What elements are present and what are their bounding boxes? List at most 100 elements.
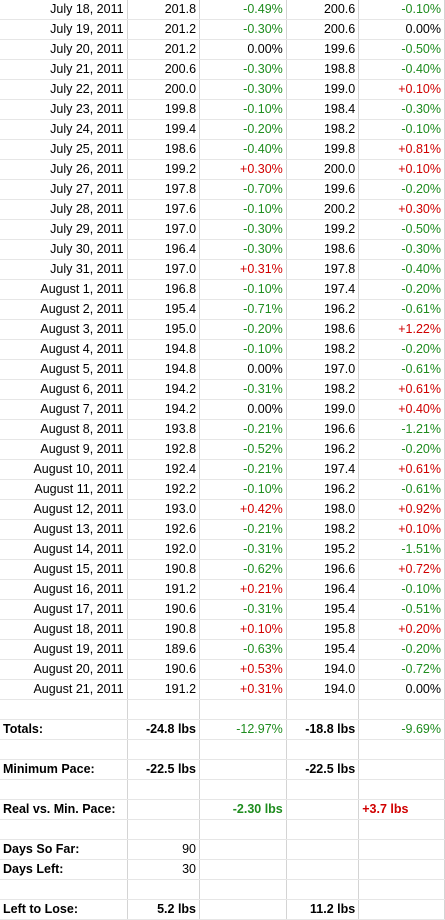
change-2-cell: +0.81% — [358, 139, 445, 160]
weight-1-cell: 190.6 — [127, 599, 201, 620]
weight-1-cell: 192.2 — [127, 479, 201, 500]
weight-1-cell: 197.0 — [127, 259, 201, 280]
weight-1-cell: 195.4 — [127, 299, 201, 320]
change-1-cell: -0.52% — [199, 439, 287, 460]
weight-1-cell: 199.2 — [127, 159, 201, 180]
change-2-cell: +0.92% — [358, 499, 445, 520]
date-cell: August 8, 2011 — [0, 419, 128, 440]
weight-2-cell: 195.8 — [286, 619, 360, 640]
table-row: July 24, 2011 199.4 -0.20% 198.2 -0.10% — [0, 119, 445, 140]
min-pace-weight-1: -22.5 lbs — [127, 759, 201, 780]
left-to-lose-row: Left to Lose: 5.2 lbs 11.2 lbs — [0, 899, 445, 920]
table-row: August 7, 2011 194.2 0.00% 199.0 +0.40% — [0, 399, 445, 420]
change-2-cell: -0.20% — [358, 639, 445, 660]
days-left-label: Days Left: — [0, 859, 128, 880]
change-1-cell: -0.31% — [199, 379, 287, 400]
table-row: August 20, 2011 190.6 +0.53% 194.0 -0.72% — [0, 659, 445, 680]
weight-2-cell: 196.6 — [286, 419, 360, 440]
date-cell: August 14, 2011 — [0, 539, 128, 560]
weight-2-cell: 198.2 — [286, 119, 360, 140]
days-left-row: Days Left: 30 — [0, 859, 445, 880]
change-2-cell: -0.10% — [358, 119, 445, 140]
date-cell: July 18, 2011 — [0, 0, 128, 20]
change-2-cell: -0.61% — [358, 479, 445, 500]
min-pace-row: Minimum Pace: -22.5 lbs -22.5 lbs — [0, 759, 445, 780]
table-row: August 3, 2011 195.0 -0.20% 198.6 +1.22% — [0, 319, 445, 340]
change-1-cell: 0.00% — [199, 359, 287, 380]
change-1-cell: -0.21% — [199, 519, 287, 540]
weight-2-cell: 197.0 — [286, 359, 360, 380]
days-left-value: 30 — [127, 859, 201, 880]
date-cell: August 16, 2011 — [0, 579, 128, 600]
change-2-cell: +0.30% — [358, 199, 445, 220]
weight-2-cell: 196.6 — [286, 559, 360, 580]
table-row: August 6, 2011 194.2 -0.31% 198.2 +0.61% — [0, 379, 445, 400]
table-row: August 13, 2011 192.6 -0.21% 198.2 +0.10% — [0, 519, 445, 540]
days-so-far-label: Days So Far: — [0, 839, 128, 860]
change-2-cell: -1.21% — [358, 419, 445, 440]
weight-1-cell: 197.0 — [127, 219, 201, 240]
days-so-far-row: Days So Far: 90 — [0, 839, 445, 860]
change-2-cell: +0.10% — [358, 79, 445, 100]
date-cell: July 30, 2011 — [0, 239, 128, 260]
totals-label: Totals: — [0, 719, 128, 740]
weight-2-cell: 198.6 — [286, 239, 360, 260]
min-pace-weight-2: -22.5 lbs — [286, 759, 360, 780]
min-pace-label: Minimum Pace: — [0, 759, 128, 780]
weight-1-cell: 201.8 — [127, 0, 201, 20]
weight-2-cell: 199.2 — [286, 219, 360, 240]
weight-1-cell: 196.4 — [127, 239, 201, 260]
weight-2-cell: 200.6 — [286, 0, 360, 20]
change-1-cell: -0.30% — [199, 219, 287, 240]
change-1-cell: -0.10% — [199, 479, 287, 500]
table-row: July 19, 2011 201.2 -0.30% 200.6 0.00% — [0, 19, 445, 40]
change-2-cell: -0.10% — [358, 0, 445, 20]
blank-row — [0, 819, 445, 840]
weight-2-cell: 196.2 — [286, 299, 360, 320]
change-1-cell: -0.71% — [199, 299, 287, 320]
change-2-cell: 0.00% — [358, 679, 445, 700]
table-row: August 16, 2011 191.2 +0.21% 196.4 -0.10% — [0, 579, 445, 600]
weight-2-cell: 198.2 — [286, 379, 360, 400]
table-row: August 12, 2011 193.0 +0.42% 198.0 +0.92% — [0, 499, 445, 520]
change-1-cell: -0.70% — [199, 179, 287, 200]
change-2-cell: -0.40% — [358, 59, 445, 80]
change-2-cell: -0.20% — [358, 339, 445, 360]
table-row: August 19, 2011 189.6 -0.63% 195.4 -0.20% — [0, 639, 445, 660]
blank-row — [0, 739, 445, 760]
date-cell: August 3, 2011 — [0, 319, 128, 340]
change-2-cell: +0.61% — [358, 459, 445, 480]
weight-2-cell: 199.6 — [286, 39, 360, 60]
weight-1-cell: 194.8 — [127, 339, 201, 360]
weight-2-cell: 198.2 — [286, 519, 360, 540]
change-2-cell: -0.51% — [358, 599, 445, 620]
left-to-lose-label: Left to Lose: — [0, 899, 128, 920]
change-1-cell: +0.10% — [199, 619, 287, 640]
date-cell: July 28, 2011 — [0, 199, 128, 220]
change-1-cell: -0.31% — [199, 599, 287, 620]
totals-row: Totals: -24.8 lbs -12.97% -18.8 lbs -9.6… — [0, 719, 445, 740]
table-row: August 8, 2011 193.8 -0.21% 196.6 -1.21% — [0, 419, 445, 440]
date-cell: July 20, 2011 — [0, 39, 128, 60]
table-row: August 9, 2011 192.8 -0.52% 196.2 -0.20% — [0, 439, 445, 460]
change-2-cell: -0.72% — [358, 659, 445, 680]
table-row: August 15, 2011 190.8 -0.62% 196.6 +0.72% — [0, 559, 445, 580]
table-row: August 21, 2011 191.2 +0.31% 194.0 0.00% — [0, 679, 445, 700]
weight-1-cell: 192.8 — [127, 439, 201, 460]
table-row: August 1, 2011 196.8 -0.10% 197.4 -0.20% — [0, 279, 445, 300]
weight-2-cell: 194.0 — [286, 679, 360, 700]
table-row: July 30, 2011 196.4 -0.30% 198.6 -0.30% — [0, 239, 445, 260]
change-2-cell: -0.50% — [358, 39, 445, 60]
change-1-cell: -0.40% — [199, 139, 287, 160]
weight-2-cell: 195.4 — [286, 599, 360, 620]
blank-row — [0, 879, 445, 900]
table-row: August 5, 2011 194.8 0.00% 197.0 -0.61% — [0, 359, 445, 380]
real-vs-min-row: Real vs. Min. Pace: -2.30 lbs +3.7 lbs — [0, 799, 445, 820]
weight-1-cell: 198.6 — [127, 139, 201, 160]
change-2-cell: -0.20% — [358, 439, 445, 460]
table-row: July 28, 2011 197.6 -0.10% 200.2 +0.30% — [0, 199, 445, 220]
weight-2-cell: 197.8 — [286, 259, 360, 280]
weight-1-cell: 199.8 — [127, 99, 201, 120]
table-row: July 25, 2011 198.6 -0.40% 199.8 +0.81% — [0, 139, 445, 160]
date-cell: July 24, 2011 — [0, 119, 128, 140]
